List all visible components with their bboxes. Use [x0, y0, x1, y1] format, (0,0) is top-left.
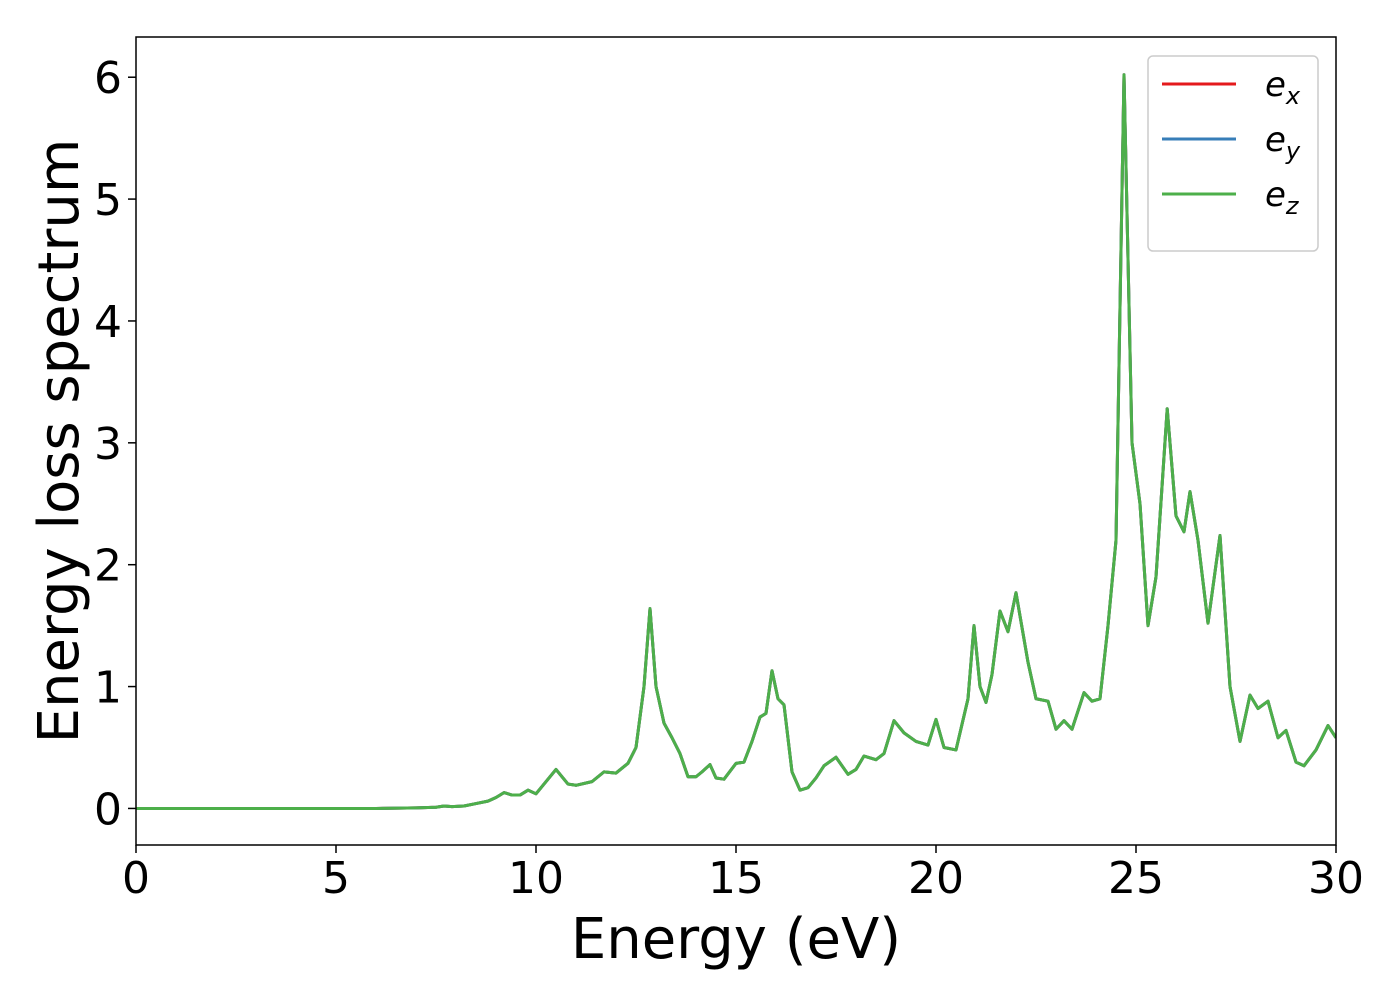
- x-tick-label: 20: [908, 853, 964, 904]
- x-tick-label: 10: [508, 853, 564, 904]
- x-axis-label: Energy (eV): [571, 907, 901, 972]
- y-tick-label: 2: [94, 541, 122, 592]
- y-tick-label: 5: [94, 175, 122, 226]
- y-tick-label: 1: [94, 663, 122, 714]
- legend-box: [1147, 55, 1319, 252]
- x-tick-label: 15: [708, 853, 764, 904]
- y-tick-label: 4: [94, 297, 122, 348]
- plot-frame: [135, 36, 1337, 846]
- series-line: [136, 73, 1336, 810]
- x-tick-label: 30: [1308, 853, 1364, 904]
- x-tick-label: 0: [122, 853, 150, 904]
- legend-label: ex: [1265, 65, 1301, 110]
- x-tick-label: 5: [322, 853, 350, 904]
- legend-label: ey: [1265, 120, 1301, 165]
- y-tick-label: 0: [94, 784, 122, 835]
- x-tick-label: 25: [1108, 853, 1164, 904]
- legend-label: ez: [1265, 175, 1300, 220]
- y-tick-label: 3: [94, 419, 122, 470]
- y-axis-label: Energy loss spectrum: [27, 139, 92, 744]
- y-tick-label: 6: [94, 53, 122, 104]
